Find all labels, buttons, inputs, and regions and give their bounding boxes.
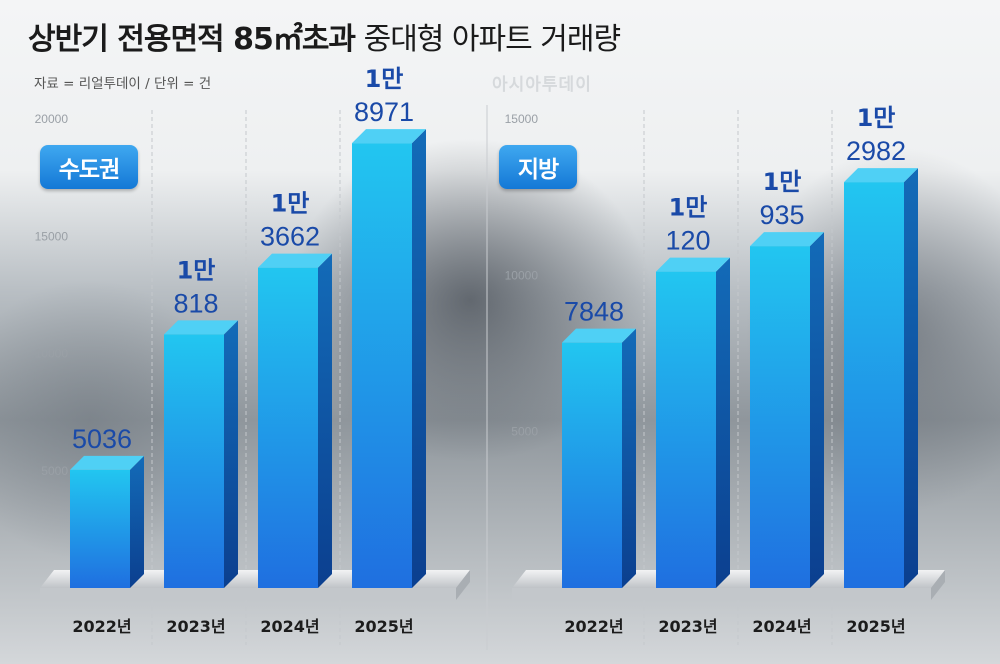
bar-top [750,232,824,247]
bar-side [904,168,918,588]
bar-top [258,253,332,268]
bar-top [844,168,918,183]
value-label: 5036 [72,424,132,454]
title-light: 중대형 아파트 거래량 [363,22,621,57]
value-label-man: 1만 [271,190,310,218]
region-badge-provinces: 지방 [499,145,577,189]
x-tick-label: 2024년 [752,617,811,636]
bar [258,267,318,588]
x-tick-label: 2022년 [72,617,131,636]
title-bold: 상반기 전용면적 85㎡초과 [28,22,356,57]
bar-side [716,257,730,588]
value-label: 2982 [846,136,906,166]
value-label: 120 [665,226,710,256]
value-label-man: 1만 [763,168,802,196]
y-tick-label: 15000 [505,112,539,126]
value-label-man: 1만 [177,256,216,284]
floor-side [456,570,470,600]
y-tick-label: 5000 [41,464,68,478]
bar-top [164,320,238,335]
bar-top [352,129,426,144]
y-tick-label: 10000 [505,268,539,282]
y-tick-label: 20000 [35,112,69,126]
bar-side [318,253,332,588]
bar [656,271,716,588]
bar-side [810,232,824,588]
value-label: 7848 [564,297,624,327]
bar [562,342,622,588]
chart-title: 상반기 전용면적 85㎡초과 중대형 아파트 거래량 [28,14,621,58]
region-badge-capital: 수도권 [40,145,138,189]
value-label-man: 1만 [365,65,404,93]
floor-front [512,588,931,600]
bar-side [224,320,238,588]
value-label: 3662 [260,222,320,252]
y-tick-label: 5000 [511,425,538,439]
bar [844,182,904,588]
value-label-man: 1만 [669,194,708,222]
x-tick-label: 2023년 [166,617,225,636]
bar-side [622,328,636,588]
x-tick-label: 2024년 [260,617,319,636]
x-tick-label: 2022년 [564,617,623,636]
floor-front [40,588,456,600]
floor-side [931,570,945,600]
bar-side [130,455,144,588]
value-label-man: 1만 [857,104,896,132]
value-label: 818 [173,288,218,318]
bar [70,469,130,588]
value-label: 8971 [354,97,414,127]
bar-top [656,257,730,272]
bar [164,334,224,588]
bar-side [412,129,426,588]
watermark: 아시아투데이 [492,75,592,95]
source-note: 자료 = 리얼투데이 / 단위 = 건 [34,76,212,92]
bar-top [562,328,636,343]
x-tick-label: 2025년 [846,617,905,636]
x-tick-label: 2023년 [658,617,717,636]
value-label: 935 [759,200,804,230]
x-tick-label: 2025년 [354,617,413,636]
y-tick-label: 10000 [35,347,69,361]
bar [750,246,810,588]
y-tick-label: 15000 [35,229,69,243]
bar [352,143,412,588]
bar-top [70,455,144,470]
